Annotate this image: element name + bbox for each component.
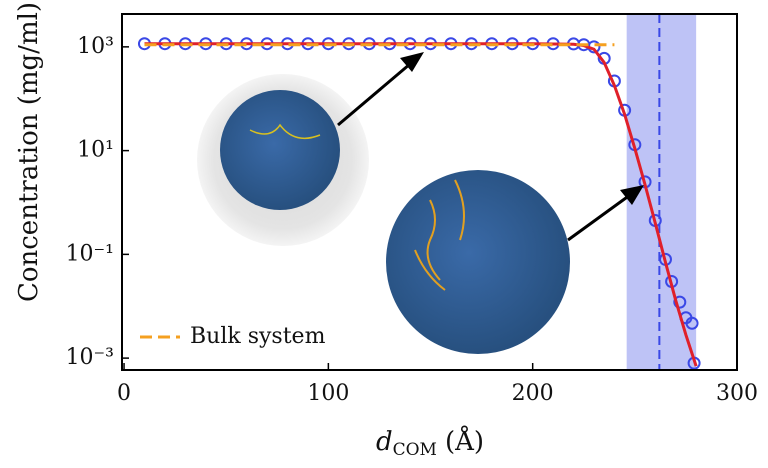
- x-label-subscript: COM: [393, 440, 437, 460]
- fit-line: [144, 42, 698, 367]
- y-tick-label: 10³: [77, 34, 114, 59]
- legend-label: Bulk system: [190, 324, 326, 349]
- data-point: [673, 295, 687, 309]
- x-tick-label: 0: [117, 381, 131, 406]
- y-tick-label: 10⁻¹: [66, 241, 114, 266]
- bulk-core: [220, 90, 340, 210]
- x-tick-label: 200: [512, 381, 554, 406]
- x-tick-label: 100: [307, 381, 349, 406]
- y-tick-label: 10⁻³: [66, 345, 114, 370]
- data-point: [685, 316, 699, 330]
- arrow: [337, 62, 411, 127]
- x-label-unit: (Å): [445, 425, 484, 457]
- chain-highlight: [414, 179, 465, 291]
- inset-images: [197, 74, 570, 354]
- arrow-head: [620, 185, 644, 205]
- y-tick-label: 10¹: [77, 138, 114, 163]
- chain-highlight: [249, 123, 321, 140]
- x-label-symbol: d: [376, 427, 393, 457]
- x-tick-label: 300: [716, 381, 758, 406]
- arrows: [337, 52, 644, 242]
- plot-frame: [121, 13, 738, 371]
- arrow-head: [400, 52, 424, 72]
- x-axis-label: dCOM (Å): [376, 425, 484, 460]
- droplet-image: [386, 170, 570, 354]
- arrow: [567, 193, 631, 242]
- y-axis-label: Concentration (mg/ml): [14, 2, 44, 302]
